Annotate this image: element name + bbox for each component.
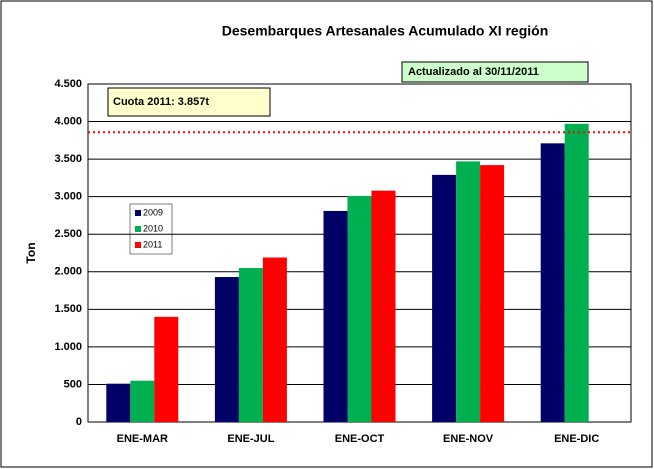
legend-swatch: [135, 242, 141, 248]
bar: [130, 380, 155, 422]
x-tick-label: ENE-NOV: [443, 433, 494, 445]
bar: [323, 210, 348, 422]
bar: [480, 165, 505, 422]
bar: [154, 316, 179, 422]
y-axis-label: Ton: [24, 242, 38, 263]
y-tick-label: 4.000: [54, 115, 82, 127]
y-tick-label: 4.500: [54, 78, 82, 90]
y-tick-label: 2.500: [54, 228, 82, 240]
legend-label: 2009: [143, 207, 163, 217]
y-tick-label: 1.500: [54, 303, 82, 315]
y-tick-label: 2.000: [54, 266, 82, 278]
bar: [540, 143, 565, 423]
bar: [564, 123, 589, 422]
x-tick-label: ENE-OCT: [335, 433, 385, 445]
bar: [238, 268, 263, 422]
chart-title: Desembarques Artesanales Acumulado XI re…: [222, 23, 549, 39]
bar: [432, 174, 457, 422]
annotation: Actualizado al 30/11/2011: [408, 66, 539, 78]
y-tick-label: 3.000: [54, 191, 82, 203]
bar: [214, 277, 239, 422]
bar: [456, 161, 481, 422]
x-tick-label: ENE-MAR: [117, 433, 168, 445]
legend-swatch: [135, 226, 141, 232]
y-tick-label: 0: [76, 416, 82, 428]
bar: [371, 190, 396, 422]
x-tick-label: ENE-JUL: [227, 433, 274, 445]
x-tick-label: ENE-DIC: [554, 433, 599, 445]
legend-label: 2011: [143, 239, 162, 249]
y-tick-label: 3.500: [54, 153, 82, 165]
legend-swatch: [135, 210, 141, 216]
bar: [262, 257, 287, 422]
annotation-box: [107, 87, 271, 117]
annotation: Cuota 2011: 3.857t: [113, 96, 209, 108]
y-tick-label: 1.000: [54, 341, 82, 353]
annotation-box: [401, 61, 589, 83]
y-tick-label: 500: [64, 378, 82, 390]
bar: [106, 383, 131, 422]
bar: [347, 195, 372, 422]
legend-label: 2010: [143, 223, 163, 233]
